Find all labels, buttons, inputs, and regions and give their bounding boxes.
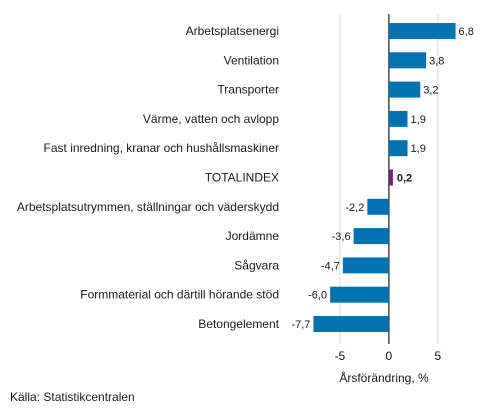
bar: [353, 228, 389, 245]
category-label: Ventilation: [224, 53, 279, 67]
bar: [388, 110, 408, 127]
category-label: Transporter: [217, 83, 279, 97]
x-tick-label: 5: [435, 349, 442, 363]
value-labels: 6,8 3,8 3,2 1,9 1,9 0,2 -2,2 -3,6 -4,7 -6,0 -7,7: [291, 26, 473, 331]
bar: [330, 286, 389, 303]
x-tick-label: -5: [335, 349, 346, 363]
x-axis-title: Årsförändring, %: [339, 370, 429, 385]
bar: [367, 198, 389, 215]
bar: [388, 169, 393, 186]
category-label: Sågvara: [234, 258, 279, 272]
category-label: Formmaterial och därtill hörande stöd: [80, 288, 279, 302]
value-label: 0,2: [397, 173, 412, 185]
category-label: Arbetsplatsenergi: [186, 24, 279, 38]
value-label: -7,7: [291, 319, 310, 331]
bars: [313, 23, 456, 332]
bar: [313, 316, 389, 332]
bar: [342, 257, 389, 274]
category-label: TOTALINDEX: [205, 171, 279, 185]
bar: [388, 140, 408, 157]
category-label: Fast inredning, kranar och hushållsmaski…: [44, 141, 279, 155]
category-label: Värme, vatten och avlopp: [143, 112, 279, 126]
category-label: Betongelement: [198, 317, 279, 331]
value-label: 1,9: [411, 114, 426, 126]
value-label: 6,8: [459, 26, 474, 38]
bar: [388, 23, 456, 39]
bar: [388, 52, 427, 69]
category-labels: Arbetsplatsenergi Ventilation Transporter V…: [17, 24, 280, 331]
category-label: Jordämne: [226, 229, 280, 243]
value-label: -3,6: [332, 231, 351, 243]
value-label: 3,2: [423, 85, 438, 97]
source-note: Källa: Statistikcentralen: [10, 390, 135, 404]
value-label: 1,9: [411, 143, 426, 155]
value-label: -2,2: [345, 202, 364, 214]
x-tick-label: 0: [386, 349, 393, 363]
value-label: -6,0: [308, 290, 327, 302]
x-axis-ticks: -5 0 5: [335, 349, 442, 363]
bar: [388, 81, 421, 98]
value-label: 3,8: [429, 55, 444, 67]
category-label: Arbetsplatsutrymmen, ställningar och väd…: [17, 200, 279, 214]
value-label: -4,7: [321, 260, 340, 272]
